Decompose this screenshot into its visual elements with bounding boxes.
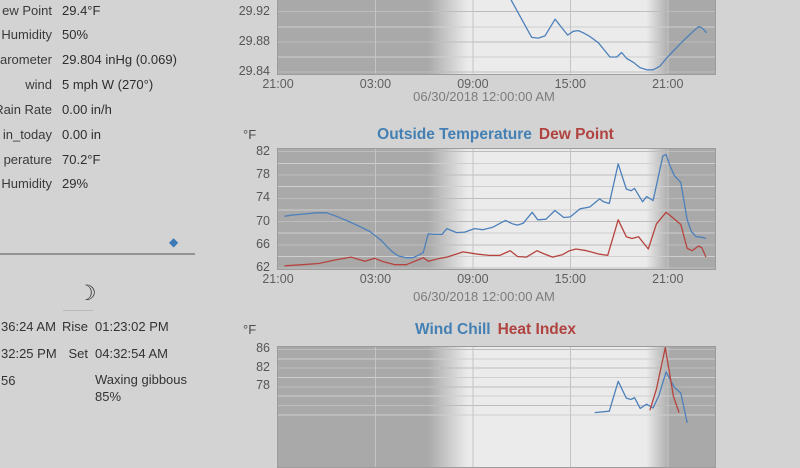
chart-title-wind-chill: Wind Chill [414, 321, 491, 338]
y-axis-label-barometer: 29.88 [238, 33, 270, 48]
series-line-barometer-inHg [510, 0, 708, 71]
moon-phase-name: Waxing gibbous [95, 372, 188, 387]
x-axis-label-outside-temperature: 21:00 [262, 271, 294, 286]
sun-rise-value: 36:24 AM [1, 319, 56, 334]
series-line-outside-temperature-F [284, 153, 707, 259]
condition-value: 70.2°F [62, 151, 101, 167]
moon-phase: Waxing gibbous 85% [95, 372, 187, 405]
condition-row: Rain Rate 0.00 in/h [0, 98, 250, 123]
condition-row: arometer 29.804 inHg (0.069) [0, 48, 250, 73]
condition-label: in_today [2, 126, 52, 142]
condition-value: 50% [62, 27, 89, 43]
x-axis-label-outside-temperature: 03:00 [359, 271, 392, 286]
divider [0, 253, 195, 255]
x-axis-label-outside-temperature: 21:00 [652, 271, 684, 286]
condition-value: 29% [62, 176, 89, 192]
plot-area-barometer [277, 0, 716, 75]
chart-title-outside-temperature: Outside Temperature [377, 126, 532, 143]
condition-row: perature 70.2°F [0, 148, 250, 173]
weather-dashboard: { "page": {"background": "#d3d3d3"}, "cu… [0, 0, 716, 468]
x-axis-label-barometer: 21:00 [262, 76, 294, 91]
y-axis-label-outside-temperature: 62 [256, 260, 270, 275]
y-axis-label-outside-temperature: 74 [256, 190, 270, 205]
date-label-temperature-chart: 06/30/2018 12:00:00 AM [413, 289, 555, 304]
y-axis-label-wind-chill-heat-index: 78 [256, 378, 270, 393]
y-axis-label-outside-temperature: 82 [256, 143, 270, 158]
series-line-heat-index-F [649, 346, 680, 413]
plot-area-outside-temperature [277, 148, 716, 270]
chart-title-heat-index: Heat Index [497, 321, 576, 338]
x-axis-label-outside-temperature: 09:00 [457, 271, 489, 286]
condition-label: arometer [0, 52, 52, 68]
series-line-dew-point-F [284, 211, 707, 267]
chart-title-dew-point: Dew Point [538, 126, 614, 143]
diamond-icon: ◆ [169, 235, 179, 249]
moon-rise-value: 01:23:02 PM [95, 319, 169, 334]
y-axis-label-outside-temperature: 66 [256, 236, 270, 251]
x-axis-label-barometer: 09:00 [457, 76, 489, 91]
y-axis-label-barometer: 29.84 [238, 64, 270, 79]
date-label-barometer-chart: 06/30/2018 12:00:00 AM [413, 89, 555, 104]
sun-set-value: 32:25 PM [1, 346, 57, 361]
condition-row: Humidity 29% [0, 172, 250, 197]
condition-value: 29.4°F [62, 2, 101, 18]
moon-rise-label: Rise [61, 319, 88, 334]
unit-label-temperature-chart: °F [243, 127, 257, 142]
sun-daylight-value: 56 [1, 373, 16, 388]
condition-value: 29.804 inHg (0.069) [62, 52, 177, 68]
x-axis-label-outside-temperature: 15:00 [554, 271, 586, 286]
y-axis-label-wind-chill-heat-index: 82 [256, 359, 270, 374]
x-axis-label-barometer: 03:00 [359, 76, 392, 91]
condition-label: wind [25, 77, 52, 93]
moon-set-label: Set [68, 346, 88, 361]
condition-value: 5 mph W (270°) [62, 77, 154, 93]
condition-value: 0.00 in/h [62, 101, 112, 117]
moon-phase-percent: 85% [95, 388, 122, 404]
condition-label: Humidity [1, 176, 52, 192]
plot-area-wind-chill-heat-index [277, 345, 716, 468]
condition-label: perature [3, 151, 52, 167]
condition-row: Humidity 50% [0, 23, 250, 48]
condition-label: Humidity [1, 27, 52, 43]
y-axis-label-outside-temperature: 78 [256, 166, 270, 181]
condition-row: ew Point 29.4°F [0, 0, 250, 24]
moon-icon: ☽ [77, 282, 97, 305]
unit-label-windchill-chart: °F [243, 322, 257, 337]
chart-title-windchill: Wind Chill Heat Index [277, 321, 714, 339]
chart-title-temperature: Outside Temperature Dew Point [277, 126, 714, 144]
condition-row: wind 5 mph W (270°) [0, 73, 250, 98]
y-axis-label-wind-chill-heat-index: 86 [256, 340, 270, 355]
moon-set-value: 04:32:54 AM [95, 346, 168, 361]
condition-label: Rain Rate [0, 101, 52, 117]
x-axis-label-barometer: 15:00 [554, 76, 586, 91]
condition-value: 0.00 in [62, 126, 102, 142]
condition-row: in_today 0.00 in [0, 123, 250, 148]
x-axis-label-barometer: 21:00 [652, 76, 684, 91]
y-axis-label-barometer: 29.92 [238, 3, 270, 18]
moon-icon-underline [63, 310, 93, 311]
y-axis-label-outside-temperature: 70 [256, 213, 270, 228]
condition-label: ew Point [2, 2, 52, 18]
